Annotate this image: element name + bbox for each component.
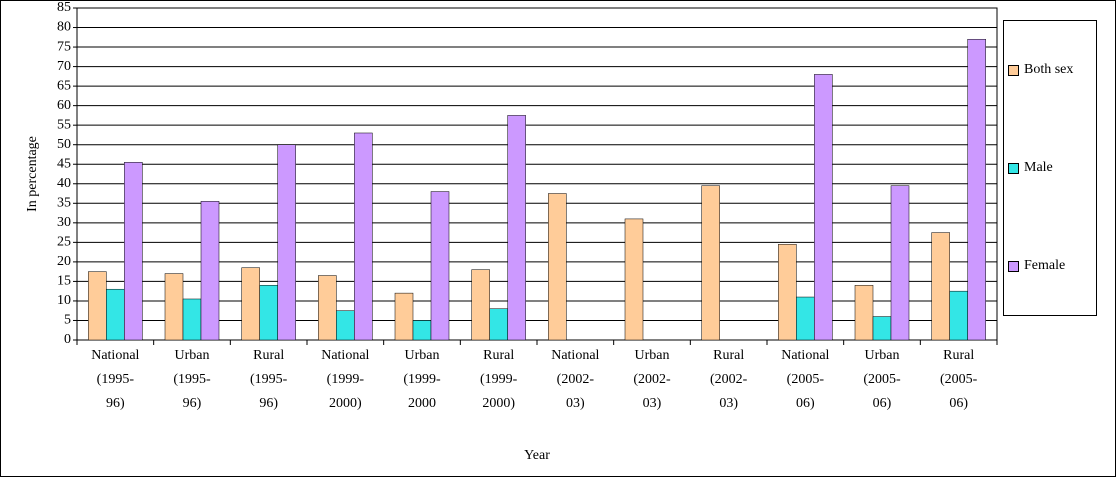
x-tick-label: (2002- bbox=[633, 372, 671, 387]
bar bbox=[318, 275, 337, 341]
x-tick-label: 03) bbox=[643, 396, 662, 411]
y-tick-label: 10 bbox=[57, 293, 71, 308]
x-tick-label: (1995- bbox=[97, 372, 135, 387]
bar bbox=[124, 162, 143, 341]
y-tick-label: 85 bbox=[57, 0, 71, 15]
x-tick-label: Rural bbox=[253, 348, 284, 363]
legend-swatch bbox=[1008, 260, 1019, 272]
bar bbox=[890, 185, 910, 341]
y-tick-label: 0 bbox=[64, 332, 71, 347]
bar bbox=[394, 292, 414, 341]
x-tick-label: National bbox=[551, 348, 599, 363]
x-axis-label: Year bbox=[524, 448, 550, 463]
bar bbox=[624, 218, 644, 341]
x-tick-label: 06) bbox=[796, 396, 815, 411]
bar bbox=[430, 191, 450, 341]
x-tick-label: 2000 bbox=[408, 396, 436, 411]
bar bbox=[259, 285, 278, 341]
x-tick-label: Urban bbox=[175, 348, 210, 363]
x-tick-label: 2000) bbox=[482, 396, 515, 411]
x-tick-label: (2005- bbox=[863, 372, 901, 387]
y-tick-label: 45 bbox=[57, 156, 71, 171]
bar bbox=[967, 38, 986, 341]
y-tick-label: 65 bbox=[57, 78, 71, 93]
x-tick-label: (2005- bbox=[940, 372, 978, 387]
bar bbox=[949, 290, 968, 341]
x-tick-label: 03) bbox=[566, 396, 585, 411]
y-tick-label: 5 bbox=[64, 313, 71, 328]
x-tick-label: 2000) bbox=[329, 396, 362, 411]
y-tick-label: 35 bbox=[57, 196, 71, 211]
y-tick-label: 75 bbox=[57, 39, 71, 54]
x-tick-label: 96) bbox=[259, 396, 278, 411]
x-tick-label: (1999- bbox=[327, 372, 365, 387]
x-tick-label: 06) bbox=[949, 396, 968, 411]
legend-label: Male bbox=[1024, 160, 1053, 175]
x-tick-label: (1999- bbox=[403, 372, 441, 387]
bar bbox=[701, 185, 720, 341]
x-tick-label: Urban bbox=[635, 348, 670, 363]
y-tick-label: 50 bbox=[57, 137, 71, 152]
y-tick-label: 25 bbox=[57, 235, 71, 250]
bar bbox=[336, 310, 355, 341]
x-tick-label: (2005- bbox=[787, 372, 825, 387]
bar bbox=[164, 273, 184, 341]
x-tick-label: Urban bbox=[405, 348, 440, 363]
bar bbox=[814, 74, 833, 341]
y-tick-label: 70 bbox=[57, 59, 71, 74]
bar bbox=[88, 271, 107, 341]
legend: Both sex Male Female bbox=[1003, 20, 1097, 316]
x-tick-label: (1995- bbox=[173, 372, 211, 387]
bar bbox=[412, 320, 432, 341]
y-tick-label: 30 bbox=[57, 215, 71, 230]
y-tick-label: 80 bbox=[57, 20, 71, 35]
legend-item: Male bbox=[1008, 155, 1092, 181]
y-tick-label: 60 bbox=[57, 98, 71, 113]
bar bbox=[931, 232, 950, 341]
legend-item: Female bbox=[1008, 253, 1092, 279]
bar bbox=[277, 144, 296, 341]
bar bbox=[854, 285, 874, 341]
bar bbox=[507, 115, 526, 341]
bar bbox=[241, 267, 260, 341]
y-tick-label: 20 bbox=[57, 254, 71, 269]
x-tick-label: 06) bbox=[873, 396, 892, 411]
x-tick-label: 96) bbox=[106, 396, 125, 411]
bar bbox=[106, 288, 125, 341]
x-tick-label: Urban bbox=[865, 348, 900, 363]
legend-item: Both sex bbox=[1008, 57, 1092, 83]
x-tick-label: Rural bbox=[713, 348, 744, 363]
x-tick-label: (1999- bbox=[480, 372, 518, 387]
bar bbox=[182, 298, 202, 341]
legend-label: Both sex bbox=[1024, 62, 1074, 77]
legend-swatch bbox=[1008, 162, 1019, 174]
bar bbox=[354, 132, 373, 341]
bar bbox=[778, 244, 797, 341]
bar bbox=[548, 193, 567, 341]
legend-swatch bbox=[1008, 64, 1019, 76]
x-tick-label: (2002- bbox=[710, 372, 748, 387]
y-axis-label: In percentage bbox=[25, 136, 40, 212]
x-tick-label: 03) bbox=[719, 396, 738, 411]
y-tick-label: 55 bbox=[57, 117, 71, 132]
bar bbox=[471, 269, 490, 341]
bar bbox=[796, 296, 815, 341]
legend-label: Female bbox=[1024, 258, 1066, 273]
x-tick-label: (2002- bbox=[557, 372, 595, 387]
x-tick-label: (1995- bbox=[250, 372, 288, 387]
x-tick-label: Rural bbox=[943, 348, 974, 363]
bar bbox=[200, 201, 220, 341]
x-tick-label: Rural bbox=[483, 348, 514, 363]
y-tick-label: 15 bbox=[57, 274, 71, 289]
bar bbox=[872, 316, 892, 341]
x-tick-label: 96) bbox=[183, 396, 202, 411]
bar bbox=[489, 308, 508, 341]
x-tick-label: National bbox=[91, 348, 139, 363]
x-tick-label: National bbox=[321, 348, 369, 363]
x-tick-label: National bbox=[781, 348, 829, 363]
y-tick-label: 40 bbox=[57, 176, 71, 191]
